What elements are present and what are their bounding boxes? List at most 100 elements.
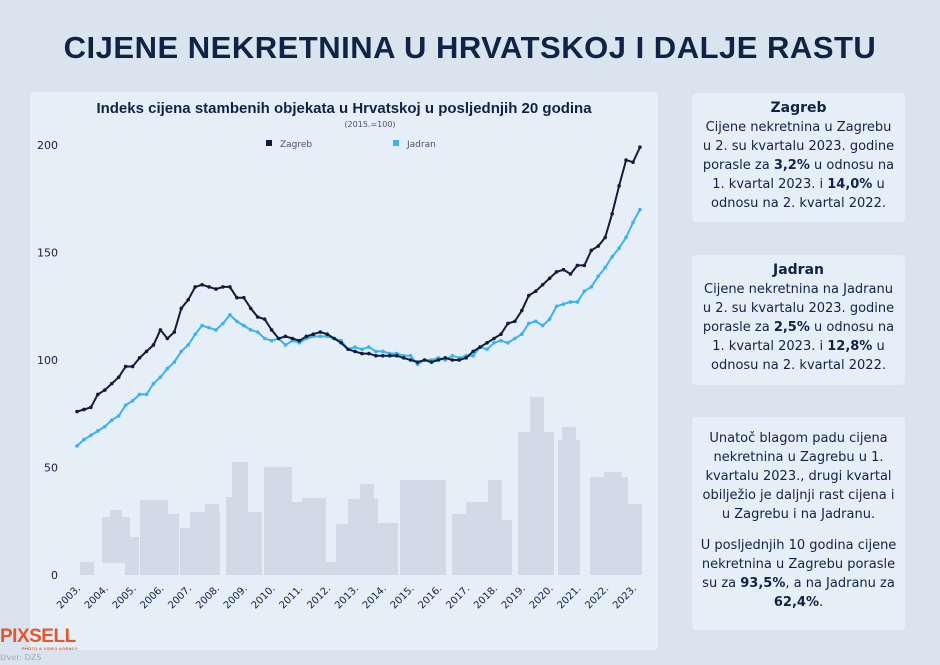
- data-point-zagreb: [492, 336, 496, 341]
- data-point-zagreb: [624, 158, 628, 162]
- data-point-zagreb: [207, 285, 211, 289]
- data-point-zagreb: [457, 358, 462, 362]
- data-point-zagreb: [589, 248, 594, 253]
- chart-subtitle: (2015.=100): [344, 120, 395, 129]
- data-point-jadran: [582, 289, 587, 293]
- x-tick-label: 2009.: [222, 583, 250, 611]
- data-point-zagreb: [165, 336, 170, 341]
- data-point-zagreb: [179, 306, 184, 311]
- data-point-jadran: [554, 304, 559, 309]
- summary-panel: Unatoč blagom padu cijena nekretnina u Z…: [692, 417, 905, 630]
- data-point-zagreb: [575, 263, 580, 268]
- text: .: [818, 595, 824, 610]
- data-point-jadran: [374, 349, 378, 354]
- skyline-building: [80, 562, 94, 575]
- data-point-jadran: [492, 341, 496, 345]
- skyline-building: [290, 502, 304, 575]
- data-point-jadran: [248, 328, 253, 332]
- data-point-jadran: [533, 319, 538, 324]
- data-point-zagreb: [123, 364, 128, 369]
- legend-label-zagreb: Zagreb: [280, 140, 312, 150]
- skyline-building: [466, 502, 488, 575]
- data-point-jadran: [151, 381, 156, 386]
- x-tick-label: 2005.: [111, 583, 139, 611]
- data-point-jadran: [596, 274, 601, 278]
- data-point-jadran: [561, 302, 566, 306]
- skyline-building: [360, 484, 374, 575]
- skyline-building: [562, 427, 576, 575]
- data-point-jadran: [499, 338, 503, 343]
- data-point-jadran: [116, 414, 121, 418]
- data-point-zagreb: [387, 353, 392, 358]
- x-tick-label: 2003.: [55, 583, 83, 611]
- x-tick-label: 2011.: [277, 583, 305, 611]
- data-point-jadran: [228, 313, 232, 317]
- data-point-zagreb: [116, 375, 121, 380]
- x-tick-label: 2015.: [389, 583, 417, 611]
- data-point-jadran: [367, 345, 371, 349]
- data-point-jadran: [526, 321, 531, 326]
- data-point-zagreb: [353, 349, 357, 354]
- data-point-zagreb: [276, 336, 281, 341]
- data-point-zagreb: [506, 321, 510, 326]
- skyline-building: [498, 520, 512, 575]
- skyline-building: [540, 442, 554, 575]
- data-point-zagreb: [547, 276, 552, 281]
- data-point-jadran: [283, 343, 288, 347]
- skyline-building: [378, 523, 398, 575]
- x-tick-label: 2010.: [250, 583, 278, 611]
- x-tick-label: 2020.: [528, 583, 556, 611]
- data-point-zagreb: [235, 295, 239, 300]
- page-title: CIJENE NEKRETNINA U HRVATSKOJ I DALJE RA…: [63, 30, 877, 65]
- data-point-jadran: [360, 347, 364, 352]
- highlight-value: 62,4%: [773, 595, 819, 610]
- data-point-jadran: [506, 341, 510, 345]
- data-point-zagreb: [262, 317, 267, 321]
- data-point-jadran: [235, 319, 239, 324]
- data-point-zagreb: [109, 381, 114, 386]
- data-point-jadran: [137, 392, 142, 397]
- x-tick-label: 2019.: [500, 583, 528, 611]
- data-point-zagreb: [471, 349, 475, 354]
- data-point-zagreb: [617, 184, 621, 188]
- data-point-jadran: [214, 328, 218, 332]
- data-point-jadran: [610, 255, 614, 259]
- skyline-building: [604, 472, 622, 575]
- source-note: Izvor: DZS: [0, 653, 42, 662]
- data-point-zagreb: [297, 338, 302, 343]
- data-point-zagreb: [408, 358, 413, 362]
- chart-panel: Indeks cijena stambenih objekata u Hrvat…: [30, 92, 658, 650]
- data-point-zagreb: [144, 349, 149, 354]
- data-point-zagreb: [200, 282, 204, 287]
- data-point-zagreb: [499, 332, 503, 336]
- skyline-building: [628, 504, 642, 575]
- skyline-building: [232, 462, 248, 575]
- data-point-zagreb: [436, 358, 441, 362]
- data-point-jadran: [520, 332, 524, 336]
- y-tick-label: 100: [37, 354, 58, 367]
- data-point-jadran: [485, 347, 489, 352]
- text: u odnosu na 1. kvartal 2023. i: [712, 320, 895, 354]
- data-point-zagreb: [325, 332, 330, 336]
- x-tick-label: 2017.: [444, 583, 472, 611]
- y-tick-label: 50: [44, 462, 58, 475]
- data-point-zagreb: [89, 405, 93, 410]
- text: Cijene nekretnina na Jadranu u 2. su kva…: [702, 282, 895, 335]
- data-point-zagreb: [561, 267, 566, 272]
- text: Cijene nekretnina u Zagrebu u 2. su kvar…: [702, 120, 895, 173]
- data-point-zagreb: [75, 409, 79, 414]
- data-point-jadran: [262, 336, 267, 341]
- data-point-jadran: [89, 433, 93, 438]
- skyline-building: [430, 487, 446, 575]
- data-point-jadran: [589, 285, 594, 289]
- legend-label-jadran: Jadran: [406, 140, 436, 150]
- data-point-zagreb: [513, 319, 517, 324]
- skyline-building: [165, 514, 179, 575]
- data-point-zagreb: [568, 272, 573, 276]
- data-point-zagreb: [374, 353, 378, 358]
- data-point-jadran: [96, 429, 100, 433]
- highlight-value: 12,8%: [827, 339, 873, 354]
- data-point-jadran: [575, 300, 580, 304]
- y-tick-label: 200: [37, 139, 58, 152]
- data-point-zagreb: [221, 285, 225, 289]
